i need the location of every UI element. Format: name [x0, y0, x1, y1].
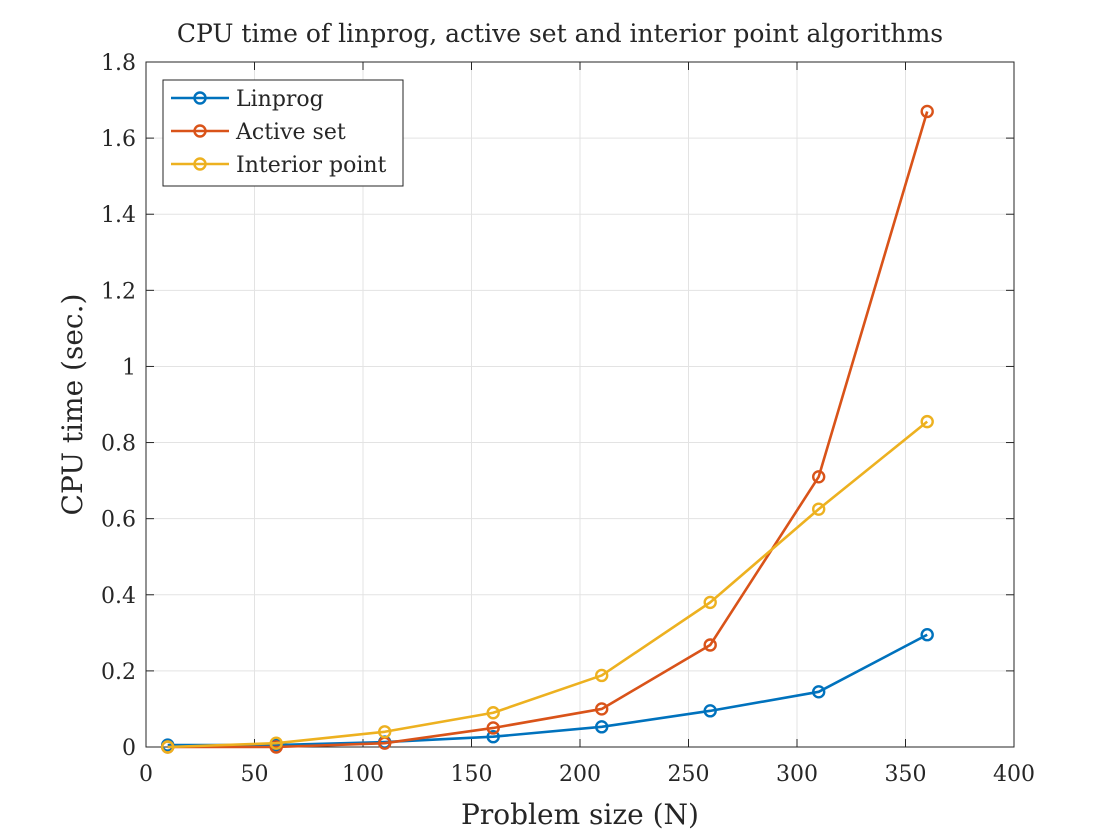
x-tick-label: 0 — [139, 762, 153, 787]
x-tick-label: 350 — [885, 762, 927, 787]
legend-label: Interior point — [236, 153, 387, 178]
data-point — [160, 740, 175, 754]
data-point — [378, 725, 392, 739]
data-point — [269, 736, 283, 750]
y-tick-label: 1 — [122, 355, 136, 380]
y-tick-label: 0.8 — [101, 432, 136, 457]
data-point — [486, 730, 500, 744]
axes: 0 50 100 150 200 250 300 350 400 0 0.2 0.4 0.6 0.8 1 1.… — [101, 51, 1035, 787]
x-tick-label: 400 — [993, 762, 1035, 787]
data-point — [812, 502, 826, 516]
y-tick-label: 1.6 — [101, 127, 136, 152]
data-point — [595, 702, 609, 716]
series-interior-point — [160, 414, 934, 754]
data-point — [703, 595, 717, 610]
data-point — [812, 470, 826, 484]
data-point — [703, 704, 717, 718]
legend-marker — [193, 91, 207, 105]
series-line — [167, 420, 929, 749]
legend-label: Linprog — [236, 87, 324, 112]
x-tick-label: 50 — [241, 762, 269, 787]
y-tick-label: 1.2 — [101, 279, 136, 304]
legend-entry: Linprog — [171, 87, 324, 112]
chart-title: CPU time of linprog, active set and inte… — [177, 19, 943, 48]
legend-entry: Active set — [171, 120, 346, 145]
data-point — [595, 720, 609, 734]
y-tick-label: 0.2 — [101, 660, 136, 685]
legend-marker — [193, 157, 207, 171]
x-tick-label: 100 — [342, 762, 384, 787]
data-point — [920, 628, 934, 642]
series-layer — [160, 104, 934, 754]
series-line — [167, 633, 928, 747]
x-tick-label: 150 — [451, 762, 493, 787]
y-tick-label: 0 — [122, 736, 136, 761]
legend-label: Active set — [235, 120, 346, 145]
legend-marker — [193, 124, 207, 138]
x-axis-label: Problem size (N) — [461, 798, 699, 831]
legend: Linprog Active set Interior point — [162, 79, 404, 187]
series-active-set — [160, 104, 934, 754]
series-line — [167, 111, 929, 749]
data-point — [703, 638, 717, 652]
y-tick-label: 1.4 — [101, 203, 136, 228]
x-tick-label: 200 — [559, 762, 601, 787]
grid — [146, 62, 1014, 747]
legend-entry: Interior point — [171, 153, 387, 178]
data-point — [595, 668, 609, 683]
data-point — [920, 104, 934, 119]
data-point — [486, 721, 500, 735]
y-tick-label: 0.6 — [101, 508, 136, 533]
y-tick-label: 0.4 — [101, 584, 136, 609]
data-point — [812, 685, 826, 699]
data-point — [920, 414, 934, 429]
y-tick-label: 1.8 — [101, 51, 136, 76]
y-axis-label: CPU time (sec.) — [56, 294, 89, 516]
x-tick-label: 250 — [668, 762, 710, 787]
data-point — [486, 706, 500, 720]
x-tick-label: 300 — [776, 762, 818, 787]
series-linprog — [160, 628, 934, 752]
